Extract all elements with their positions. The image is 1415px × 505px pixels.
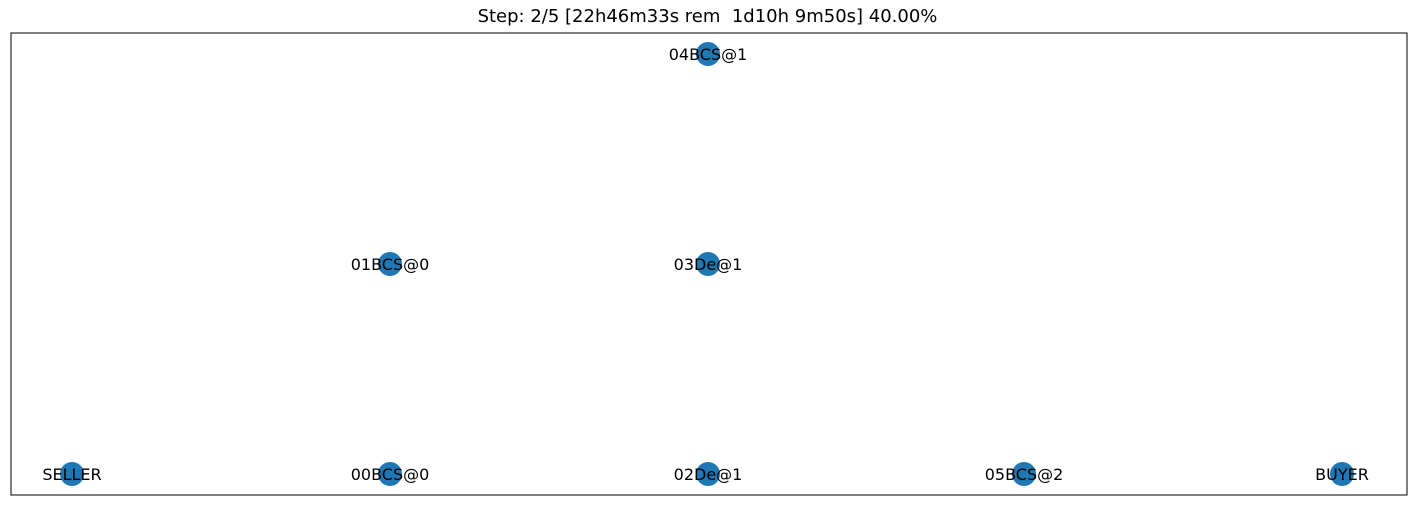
node-label: 03De@1 xyxy=(674,255,743,274)
graph-node: 03De@1 xyxy=(674,252,743,276)
node-label: 01BCS@0 xyxy=(351,255,430,274)
graph-node: 02De@1 xyxy=(674,462,743,486)
node-marker xyxy=(60,462,84,486)
node-marker xyxy=(378,462,402,486)
graph-node: 05BCS@2 xyxy=(985,462,1064,486)
node-label: 02De@1 xyxy=(674,465,743,484)
node-label: BUYER xyxy=(1315,465,1369,484)
node-label: 00BCS@0 xyxy=(351,465,430,484)
node-marker xyxy=(378,252,402,276)
nodes-layer: SELLER 00BCS@0 01BCS@0 02De@1 03De@1 04BCS@1 0… xyxy=(42,42,1369,486)
graph-node: 04BCS@1 xyxy=(669,42,748,66)
graph-node: 00BCS@0 xyxy=(351,462,430,486)
node-label: 05BCS@2 xyxy=(985,465,1064,484)
node-marker xyxy=(696,42,720,66)
plot-frame xyxy=(10,32,1408,496)
graph-node: BUYER xyxy=(1315,462,1369,486)
figure-title: Step: 2/5 [22h46m33s rem 1d10h 9m50s] 40… xyxy=(477,6,938,27)
graph-node: SELLER xyxy=(42,462,102,486)
node-marker xyxy=(1012,462,1036,486)
node-marker xyxy=(1330,462,1354,486)
node-marker xyxy=(696,462,720,486)
node-label: SELLER xyxy=(42,465,101,484)
node-marker xyxy=(696,252,720,276)
graph-node: 01BCS@0 xyxy=(351,252,430,276)
node-label: 04BCS@1 xyxy=(669,45,748,64)
